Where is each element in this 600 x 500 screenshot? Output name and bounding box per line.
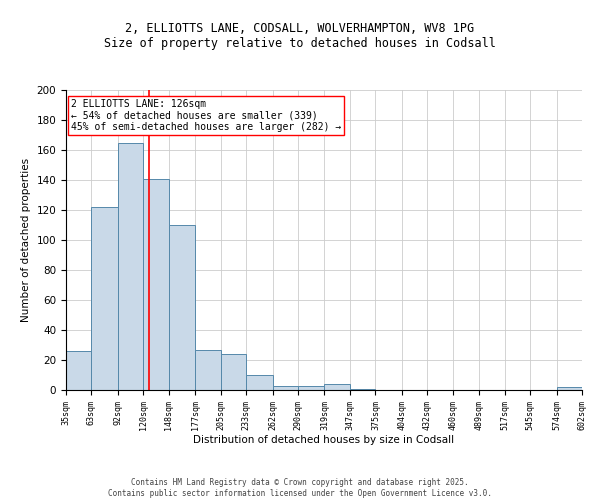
- Bar: [169, 225, 195, 390]
- Bar: [91, 207, 118, 390]
- Bar: [298, 386, 325, 390]
- Text: Size of property relative to detached houses in Codsall: Size of property relative to detached ho…: [104, 38, 496, 51]
- Text: 2, ELLIOTTS LANE, CODSALL, WOLVERHAMPTON, WV8 1PG: 2, ELLIOTTS LANE, CODSALL, WOLVERHAMPTON…: [125, 22, 475, 36]
- Bar: [118, 142, 143, 390]
- X-axis label: Distribution of detached houses by size in Codsall: Distribution of detached houses by size …: [193, 436, 455, 446]
- Bar: [246, 375, 272, 390]
- Text: Contains HM Land Registry data © Crown copyright and database right 2025.
Contai: Contains HM Land Registry data © Crown c…: [108, 478, 492, 498]
- Y-axis label: Number of detached properties: Number of detached properties: [21, 158, 31, 322]
- Bar: [221, 354, 246, 390]
- Bar: [143, 178, 169, 390]
- Bar: [195, 350, 221, 390]
- Text: 2 ELLIOTTS LANE: 126sqm
← 54% of detached houses are smaller (339)
45% of semi-d: 2 ELLIOTTS LANE: 126sqm ← 54% of detache…: [71, 99, 341, 132]
- Bar: [272, 386, 298, 390]
- Bar: [66, 351, 91, 390]
- Bar: [350, 388, 376, 390]
- Bar: [557, 387, 582, 390]
- Bar: [325, 384, 350, 390]
